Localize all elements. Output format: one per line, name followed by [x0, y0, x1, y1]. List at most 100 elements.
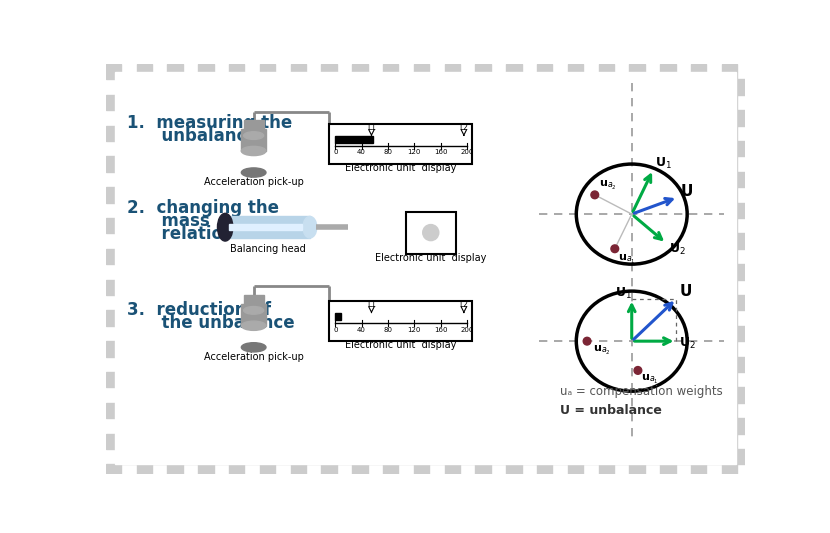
- Bar: [660, 95, 676, 110]
- Bar: [537, 433, 553, 449]
- Bar: [106, 372, 121, 387]
- Bar: [152, 449, 168, 464]
- Bar: [691, 187, 706, 203]
- Bar: [537, 95, 553, 110]
- Bar: [168, 249, 183, 264]
- Bar: [414, 249, 429, 264]
- Bar: [429, 172, 445, 187]
- Bar: [568, 126, 583, 141]
- Bar: [260, 249, 276, 264]
- Bar: [598, 249, 614, 264]
- Bar: [614, 387, 629, 403]
- Bar: [229, 403, 244, 418]
- Bar: [306, 203, 321, 218]
- Bar: [213, 387, 229, 403]
- Bar: [229, 218, 244, 233]
- Bar: [722, 433, 737, 449]
- Bar: [337, 264, 352, 280]
- Bar: [198, 433, 213, 449]
- Bar: [398, 357, 414, 372]
- Bar: [568, 280, 583, 295]
- Bar: [276, 357, 290, 372]
- Bar: [460, 203, 476, 218]
- Bar: [260, 310, 276, 326]
- Text: u$_{a_1}$: u$_{a_1}$: [641, 373, 659, 386]
- Bar: [306, 141, 321, 156]
- Bar: [491, 326, 506, 341]
- Bar: [598, 218, 614, 233]
- Bar: [506, 156, 521, 172]
- Bar: [276, 141, 290, 156]
- Bar: [337, 141, 352, 156]
- Bar: [321, 126, 337, 141]
- Bar: [137, 403, 152, 418]
- Bar: [445, 372, 460, 387]
- Bar: [568, 156, 583, 172]
- Bar: [183, 449, 198, 464]
- Bar: [476, 341, 491, 357]
- Bar: [213, 449, 229, 464]
- Bar: [398, 203, 414, 218]
- Bar: [737, 233, 753, 249]
- Bar: [429, 449, 445, 464]
- Bar: [321, 310, 337, 326]
- Text: 40: 40: [357, 327, 366, 333]
- Bar: [260, 64, 276, 79]
- Bar: [260, 218, 276, 233]
- Text: L2: L2: [459, 300, 468, 309]
- Text: Acceleration pick-up: Acceleration pick-up: [203, 177, 304, 187]
- Bar: [737, 141, 753, 156]
- Bar: [737, 203, 753, 218]
- Text: 0: 0: [333, 327, 338, 333]
- Bar: [476, 187, 491, 203]
- Bar: [537, 64, 553, 79]
- Bar: [460, 295, 476, 310]
- Bar: [213, 79, 229, 95]
- Bar: [660, 341, 676, 357]
- Bar: [368, 387, 383, 403]
- Bar: [629, 310, 645, 326]
- Text: Electronic unit  display: Electronic unit display: [344, 340, 456, 350]
- Bar: [660, 218, 676, 233]
- Bar: [706, 326, 722, 341]
- Bar: [491, 449, 506, 464]
- Bar: [337, 110, 352, 126]
- Bar: [645, 326, 660, 341]
- Bar: [568, 64, 583, 79]
- Bar: [568, 403, 583, 418]
- Bar: [476, 126, 491, 141]
- Bar: [583, 172, 598, 187]
- Bar: [429, 79, 445, 95]
- Bar: [521, 203, 537, 218]
- Bar: [722, 464, 737, 480]
- Bar: [321, 341, 337, 357]
- Bar: [476, 218, 491, 233]
- Bar: [491, 418, 506, 433]
- Bar: [260, 126, 276, 141]
- Bar: [352, 372, 368, 387]
- Bar: [183, 264, 198, 280]
- Bar: [553, 110, 568, 126]
- Bar: [691, 95, 706, 110]
- Bar: [521, 418, 537, 433]
- Text: L1: L1: [367, 300, 376, 309]
- Bar: [290, 95, 306, 110]
- Bar: [152, 418, 168, 433]
- Bar: [183, 141, 198, 156]
- Bar: [337, 79, 352, 95]
- Bar: [198, 126, 213, 141]
- Text: 3.  reduction of: 3. reduction of: [127, 301, 271, 319]
- Bar: [352, 64, 368, 79]
- Bar: [645, 233, 660, 249]
- Bar: [229, 249, 244, 264]
- Bar: [506, 280, 521, 295]
- Bar: [598, 280, 614, 295]
- Bar: [229, 126, 244, 141]
- Bar: [583, 79, 598, 95]
- Bar: [414, 433, 429, 449]
- Bar: [137, 310, 152, 326]
- Circle shape: [591, 191, 598, 199]
- Text: 40: 40: [357, 149, 366, 156]
- Bar: [168, 372, 183, 387]
- Bar: [244, 357, 260, 372]
